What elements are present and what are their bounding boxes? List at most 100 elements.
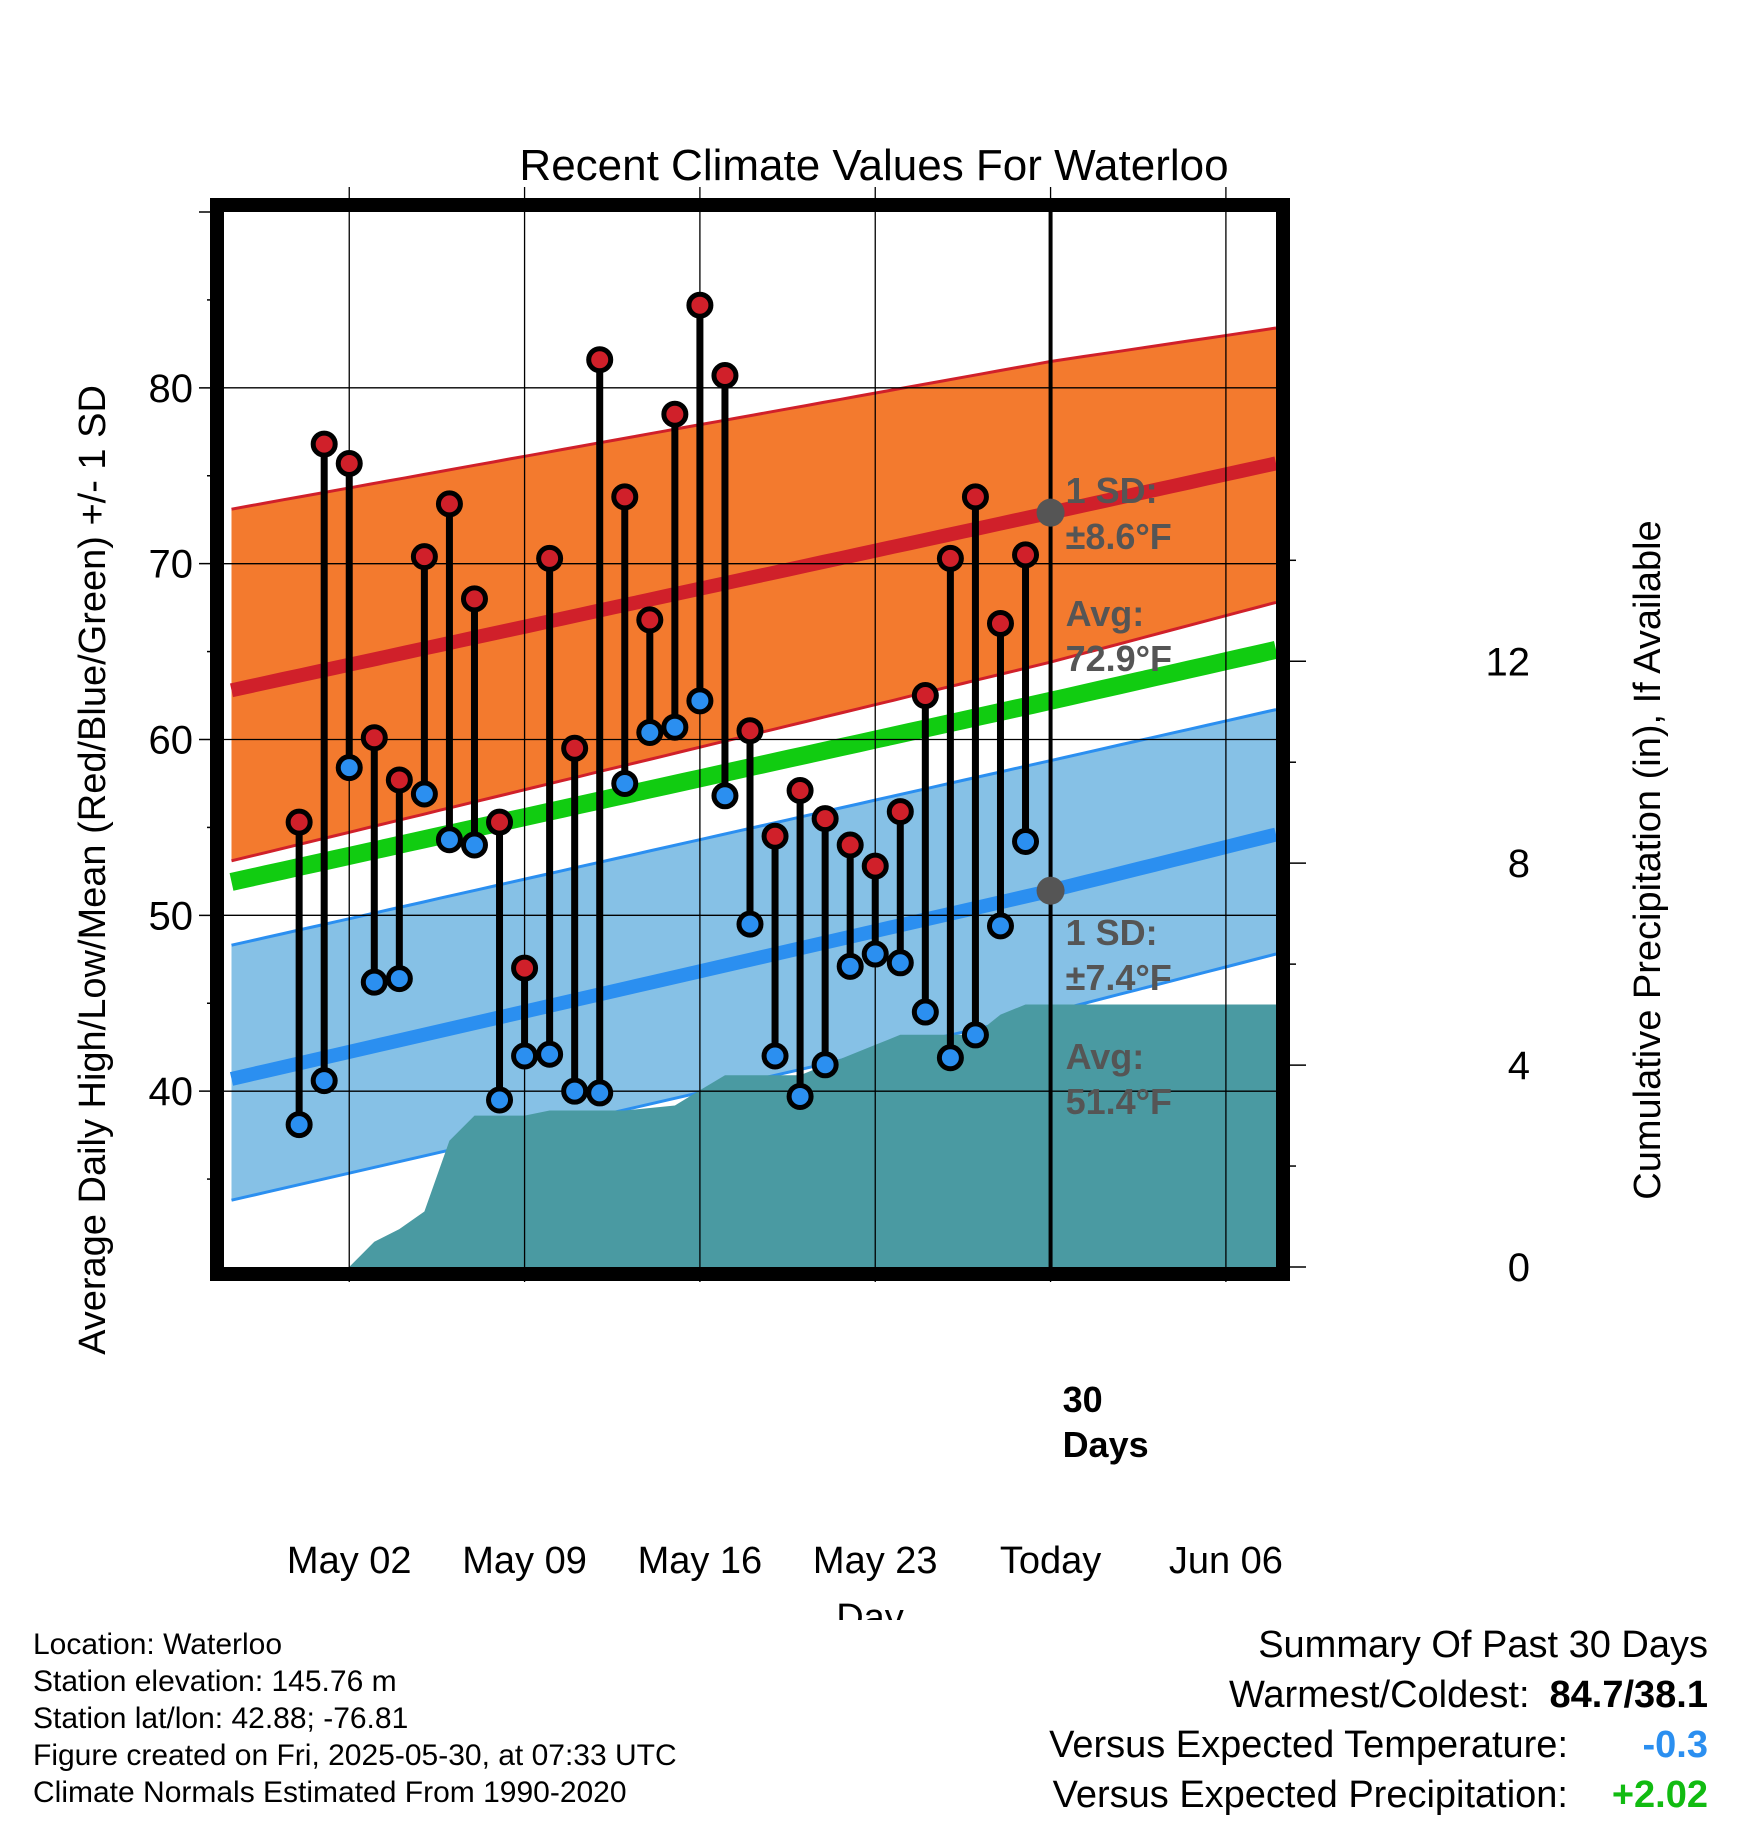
obs-low-marker-3: [360, 968, 388, 996]
low-avg-label-line1: Avg:: [1066, 1036, 1145, 1077]
obs-low-marker-23: [861, 940, 889, 968]
y-tick-label-50: 50: [149, 894, 194, 938]
y-axis-label: Average Daily High/Low/Mean (Red/Blue/Gr…: [72, 385, 114, 1355]
obs-high-marker-17: [711, 362, 739, 390]
obs-high-marker-1: [310, 430, 338, 458]
location-text: Location: Waterloo: [33, 1628, 283, 1661]
obs-low-marker-24: [886, 949, 914, 977]
obs-high-marker-20: [786, 776, 814, 804]
obs-high-marker-5: [410, 543, 438, 571]
obs-high-marker-29: [1012, 541, 1040, 569]
x-tick-label-23: May 23: [813, 1540, 938, 1582]
y-tick-label-70: 70: [149, 543, 194, 587]
obs-low-marker-15: [661, 713, 689, 741]
today-label-line1: 30: [1063, 1379, 1103, 1420]
high-sd-band: [231, 328, 1276, 861]
warmest-value: 84.7/38.1: [1549, 1674, 1708, 1716]
obs-low-marker-7: [460, 831, 488, 859]
today-label-line2: Days: [1063, 1424, 1149, 1465]
obs-high-marker-15: [661, 400, 689, 428]
obs-high-marker-24: [886, 798, 914, 826]
obs-low-marker-1: [310, 1067, 338, 1095]
normals-text: Climate Normals Estimated From 1990-2020: [33, 1776, 627, 1809]
obs-low-marker-5: [410, 780, 438, 808]
obs-low-marker-2: [335, 754, 363, 782]
summary-warmest-row: Warmest/Coldest: 84.7/38.1: [1049, 1670, 1708, 1720]
x-tick-label-16: May 16: [638, 1540, 763, 1582]
low-sd-label-line1: 1 SD:: [1066, 912, 1158, 953]
obs-high-marker-22: [836, 831, 864, 859]
obs-high-marker-19: [761, 822, 789, 850]
obs-low-marker-14: [636, 718, 664, 746]
obs-low-marker-9: [511, 1042, 539, 1070]
obs-low-marker-12: [586, 1079, 614, 1107]
obs-low-marker-29: [1012, 827, 1040, 855]
obs-low-marker-10: [536, 1040, 564, 1068]
obs-low-marker-27: [961, 1021, 989, 1049]
obs-low-marker-26: [936, 1044, 964, 1072]
obs-high-marker-7: [460, 585, 488, 613]
obs-low-marker-21: [811, 1051, 839, 1079]
high-average-line: [230, 456, 1278, 698]
obs-low-marker-13: [611, 769, 639, 797]
summary-panel: Summary Of Past 30 Days Warmest/Coldest:…: [1049, 1620, 1708, 1820]
obs-high-marker-16: [686, 291, 714, 319]
y2-tick-label-0: 0: [1508, 1246, 1530, 1290]
mean-average-line: [229, 641, 1279, 891]
y-tick-label-80: 80: [149, 367, 194, 411]
high-sd-band-upper-edge: [231, 326, 1277, 511]
obs-low-marker-16: [686, 687, 714, 715]
chart-title: Recent Climate Values For Waterloo: [519, 141, 1228, 190]
obs-high-marker-9: [511, 954, 539, 982]
summary-temp-row: Versus Expected Temperature: -0.3: [1049, 1720, 1708, 1770]
high-avg-label-line2: 72.9°F: [1066, 638, 1172, 679]
obs-high-marker-25: [911, 682, 939, 710]
obs-low-marker-17: [711, 782, 739, 810]
x-axis-label: Day: [836, 1597, 904, 1620]
high-sd-label-line2: ±8.6°F: [1066, 516, 1172, 557]
y2-tick-label-12: 12: [1486, 640, 1531, 684]
station-info: Location: Waterloo Station elevation: 14…: [33, 1626, 677, 1811]
obs-low-marker-19: [761, 1042, 789, 1070]
y2-axis-label: Cumulative Precipitation (in), If Availa…: [1627, 520, 1669, 1199]
obs-low-marker-20: [786, 1082, 814, 1110]
elevation-text: Station elevation: 145.76 m: [33, 1665, 397, 1698]
y-tick-label-40: 40: [149, 1070, 194, 1114]
high-avg-today-dot: [1036, 498, 1065, 527]
temp-value: -0.3: [1642, 1724, 1708, 1766]
latlon-text: Station lat/lon: 42.88; -76.81: [33, 1702, 409, 1735]
x-tick-label-37: Jun 06: [1169, 1540, 1283, 1582]
obs-low-marker-28: [986, 912, 1014, 940]
low-sd-label-line2: ±7.4°F: [1066, 957, 1172, 998]
temp-label: Versus Expected Temperature:: [1049, 1724, 1568, 1766]
obs-low-marker-18: [736, 910, 764, 938]
obs-low-marker-6: [435, 826, 463, 854]
y-tick-label-60: 60: [149, 719, 194, 763]
created-text: Figure created on Fri, 2025-05-30, at 07…: [33, 1739, 677, 1772]
obs-low-marker-0: [285, 1111, 313, 1139]
obs-high-marker-13: [611, 483, 639, 511]
y2-tick-label-4: 4: [1508, 1044, 1530, 1088]
obs-high-marker-11: [561, 734, 589, 762]
obs-high-marker-23: [861, 852, 889, 880]
obs-high-marker-10: [536, 544, 564, 572]
x-tick-label-30: Today: [1000, 1540, 1101, 1582]
obs-high-marker-18: [736, 717, 764, 745]
obs-low-marker-11: [561, 1077, 589, 1105]
obs-high-marker-14: [636, 606, 664, 634]
obs-high-marker-27: [961, 483, 989, 511]
obs-high-marker-0: [285, 808, 313, 836]
climate-chart: Recent Climate Values For Waterloo 1 SD:…: [72, 141, 1669, 1620]
obs-high-marker-6: [435, 490, 463, 518]
precip-value: +2.02: [1611, 1774, 1708, 1816]
obs-high-marker-28: [986, 609, 1014, 637]
obs-low-marker-4: [385, 965, 413, 993]
obs-high-marker-3: [360, 724, 388, 752]
obs-high-marker-2: [335, 449, 363, 477]
low-avg-label-line2: 51.4°F: [1066, 1081, 1172, 1122]
y2-tick-label-8: 8: [1508, 842, 1530, 886]
summary-precip-row: Versus Expected Precipitation: +2.02: [1049, 1770, 1708, 1820]
high-sd-label-line1: 1 SD:: [1066, 470, 1158, 511]
x-tick-label-9: May 09: [462, 1540, 587, 1582]
low-average-line: [229, 827, 1278, 1086]
